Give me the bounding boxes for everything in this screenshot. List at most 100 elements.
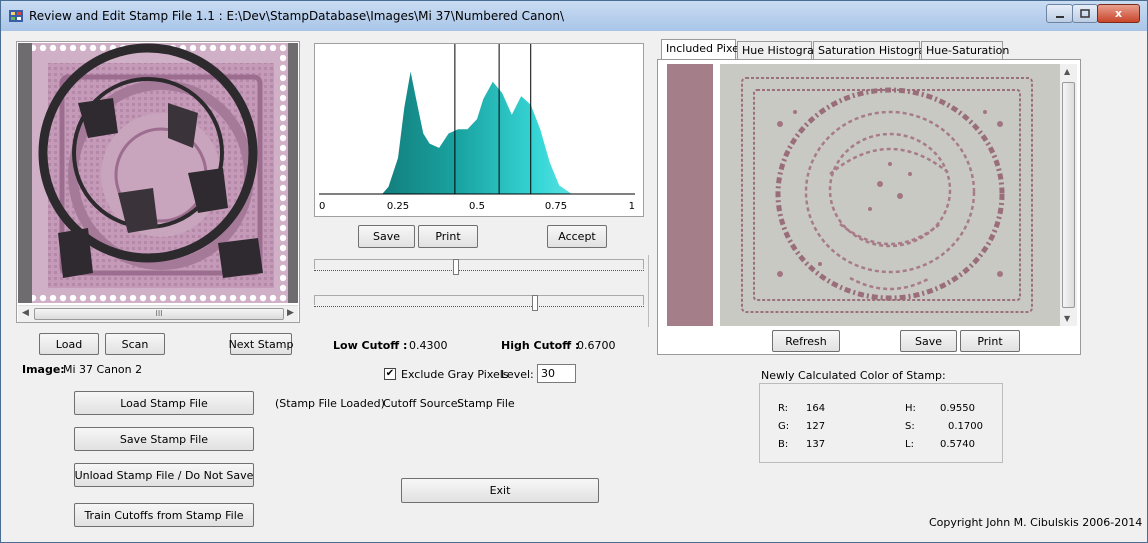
cutoff-sliders: [314, 255, 650, 327]
pixels-vertical-scrollbar[interactable]: ▲ ▼: [1060, 64, 1077, 326]
included-pixels-panel: ▲ ▼ Refresh Save Print: [657, 59, 1081, 355]
low-cutoff-value: 0.4300: [409, 339, 448, 352]
exit-button[interactable]: Exit: [401, 478, 599, 503]
load-stamp-file-label: Load Stamp File: [120, 396, 208, 410]
exclude-gray-label: Exclude Gray Pixels: [401, 368, 509, 381]
g-label: G:: [778, 421, 790, 432]
copyright: Copyright John M. Cibulskis 2006-2014: [929, 516, 1143, 529]
minimize-icon: [1055, 16, 1064, 18]
histogram-save-label: Save: [372, 230, 400, 243]
high-cutoff-ticks: [314, 306, 644, 307]
load-button-label: Load: [55, 337, 83, 351]
color-swatch: [667, 64, 713, 326]
x-tick-label: 0.75: [545, 201, 567, 212]
maximize-button[interactable]: [1072, 4, 1098, 23]
cutoff-source-value: Stamp File: [457, 397, 515, 410]
scan-button-label: Scan: [121, 337, 149, 351]
checkmark-icon: ✔: [385, 368, 395, 379]
x-tick-label: 0.25: [387, 201, 409, 212]
h-label: H:: [905, 403, 916, 414]
high-cutoff-knob[interactable]: [532, 295, 539, 311]
pixels-print-button[interactable]: Print: [960, 330, 1020, 352]
level-input[interactable]: [537, 364, 576, 383]
save-stamp-file-label: Save Stamp File: [119, 432, 209, 446]
histogram-svg: 0 0.25 0.5 0.75 1: [319, 44, 635, 212]
train-cutoffs-label: Train Cutoffs from Stamp File: [84, 508, 244, 522]
r-value: 164: [806, 403, 826, 414]
save-stamp-file-button[interactable]: Save Stamp File: [74, 427, 254, 451]
title-bar: Review and Edit Stamp File 1.1 : E:\Dev\…: [1, 1, 1147, 31]
s-label: S:: [905, 421, 915, 432]
tab-hue-histogram-label: Hue Histogram: [742, 44, 825, 57]
maximize-icon: [1080, 9, 1090, 18]
included-pixels-image: [720, 64, 1060, 326]
scroll-left-icon[interactable]: ◀: [22, 308, 29, 318]
close-button[interactable]: x: [1097, 4, 1140, 23]
scroll-right-icon[interactable]: ▶: [287, 308, 294, 318]
refresh-label: Refresh: [785, 334, 827, 348]
high-cutoff-slider[interactable]: [314, 295, 644, 313]
vertical-scroll-thumb[interactable]: [1062, 82, 1075, 308]
scroll-up-icon[interactable]: ▲: [1064, 67, 1071, 76]
high-cutoff-value: 0.6700: [577, 339, 616, 352]
scroll-thumb[interactable]: III: [34, 308, 284, 320]
histogram-area: [319, 71, 635, 194]
accept-button[interactable]: Accept: [547, 225, 607, 248]
x-tick-label: 0.5: [469, 201, 485, 212]
tab-included-pixels[interactable]: Included Pixels: [661, 39, 748, 61]
x-tick-label: 1: [629, 201, 635, 212]
g-value: 127: [806, 421, 826, 432]
h-value: 0.9550: [940, 403, 975, 414]
high-cutoff-label: High Cutoff :: [501, 339, 580, 352]
x-tick-label: 0: [319, 201, 325, 212]
low-cutoff-slider[interactable]: [314, 259, 644, 277]
histogram-print-label: Print: [435, 230, 461, 243]
low-cutoff-rail: [314, 259, 644, 269]
calculated-color-box: R: 164 G: 127 B: 137 H: 0.9550 S: 0.1700…: [759, 383, 1003, 463]
b-label: B:: [778, 439, 789, 450]
high-cutoff-rail: [314, 295, 644, 305]
tab-hue-saturation[interactable]: Hue-Saturation: [921, 41, 1009, 61]
app-icon: [9, 10, 23, 22]
image-name: Mi 37 Canon 2: [63, 363, 143, 376]
scroll-thumb-grip: III: [155, 309, 163, 318]
stamp-image-panel: ◀ III ▶: [16, 41, 300, 323]
b-value: 137: [806, 439, 826, 450]
pixels-print-label: Print: [977, 334, 1003, 348]
unload-stamp-file-label: Unload Stamp File / Do Not Save: [74, 468, 254, 482]
s-value: 0.1700: [948, 421, 983, 432]
load-button[interactable]: Load: [39, 333, 99, 355]
refresh-button[interactable]: Refresh: [772, 330, 840, 352]
exclude-gray-checkbox[interactable]: ✔: [384, 368, 396, 380]
stamp-horizontal-scrollbar[interactable]: ◀ III ▶: [18, 305, 298, 322]
tab-saturation-histogram[interactable]: Saturation Histogram: [813, 41, 936, 61]
histogram-print-button[interactable]: Print: [418, 225, 478, 248]
train-cutoffs-button[interactable]: Train Cutoffs from Stamp File: [74, 503, 254, 527]
l-label: L:: [905, 439, 914, 450]
tab-hue-histogram[interactable]: Hue Histogram: [737, 41, 825, 61]
minimize-button[interactable]: [1046, 4, 1073, 23]
window-title: Review and Edit Stamp File 1.1 : E:\Dev\…: [29, 9, 565, 23]
color-heading: Newly Calculated Color of Stamp:: [761, 369, 946, 382]
unload-stamp-file-button[interactable]: Unload Stamp File / Do Not Save: [74, 463, 254, 487]
next-stamp-button[interactable]: Next Stamp: [229, 333, 293, 355]
pixels-save-label: Save: [914, 334, 942, 348]
level-label: Level:: [501, 368, 534, 381]
r-label: R:: [778, 403, 789, 414]
tab-included-pixels-label: Included Pixels: [666, 42, 748, 55]
exit-label: Exit: [489, 484, 511, 497]
image-label: Image:: [22, 363, 65, 376]
load-stamp-file-button[interactable]: Load Stamp File: [74, 391, 254, 415]
histogram-chart: 0 0.25 0.5 0.75 1: [314, 43, 644, 217]
low-cutoff-knob[interactable]: [452, 259, 459, 275]
scan-button[interactable]: Scan: [105, 333, 165, 355]
histogram-save-button[interactable]: Save: [358, 225, 415, 248]
pixels-save-button[interactable]: Save: [900, 330, 957, 352]
tab-saturation-histogram-label: Saturation Histogram: [818, 44, 936, 57]
low-cutoff-ticks: [314, 270, 644, 271]
slider-divider: [648, 255, 649, 327]
scroll-down-icon[interactable]: ▼: [1064, 314, 1071, 323]
low-cutoff-label: Low Cutoff :: [333, 339, 408, 352]
l-value: 0.5740: [940, 439, 975, 450]
